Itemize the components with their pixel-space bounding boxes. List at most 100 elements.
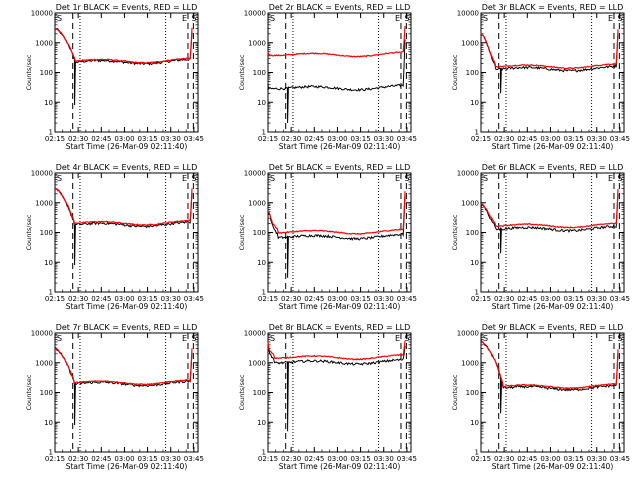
y-tick-label: 1000	[461, 359, 479, 367]
x-tick-label: 03:00	[114, 135, 134, 143]
x-tick-label: 02:45	[517, 135, 537, 143]
lld-series-line	[267, 340, 406, 361]
y-tick-label: 10	[257, 419, 266, 427]
x-axis-label: Start Time (26-Mar-09 02:11:40)	[66, 302, 188, 311]
panel-title: Det 7r BLACK = Events, RED = LLD	[56, 323, 198, 332]
x-tick-label: 03:15	[350, 295, 370, 303]
y-tick-label: 1000	[248, 359, 266, 367]
x-tick-label: 03:30	[161, 295, 181, 303]
x-tick-label: 03:15	[563, 295, 583, 303]
y-tick-label: 10	[44, 419, 53, 427]
y-tick-label: 10	[257, 259, 266, 267]
start-marker-label: S	[617, 174, 622, 183]
y-axis-label: Counts/sec	[238, 54, 246, 90]
y-tick-label: 1000	[461, 39, 479, 47]
plot-frame	[267, 332, 412, 453]
plot-frame	[480, 172, 625, 293]
x-axis-label: Start Time (26-Mar-09 02:11:40)	[279, 142, 401, 151]
panel-title: Det 1r BLACK = Events, RED = LLD	[56, 3, 198, 12]
y-tick-label: 100	[40, 389, 53, 397]
y-tick-label: 100	[253, 69, 266, 77]
y-tick-label: 1	[262, 449, 266, 457]
x-tick-label: 02:30	[494, 295, 514, 303]
x-tick-label: 03:45	[610, 135, 630, 143]
plot-frame	[54, 12, 199, 133]
events-series-line	[480, 193, 619, 254]
x-tick-label: 03:45	[397, 135, 417, 143]
y-axis-label: Counts/sec	[25, 214, 33, 250]
x-tick-label: 02:30	[281, 455, 301, 463]
x-axis-label: Start Time (26-Mar-09 02:11:40)	[279, 462, 401, 471]
start-marker-label: S	[404, 174, 409, 183]
y-tick-label: 1	[475, 289, 479, 297]
panel-title: Det 9r BLACK = Events, RED = LLD	[482, 323, 624, 332]
panel-title: Det 3r BLACK = Events, RED = LLD	[482, 3, 624, 12]
start-marker-label: S	[404, 334, 409, 343]
x-tick-label: 03:00	[540, 135, 560, 143]
start-marker-label: S	[57, 334, 62, 343]
panel-det-6r: Det 6r BLACK = Events, RED = LLD 1 10 100 10…	[451, 163, 630, 311]
events-series-line	[267, 342, 406, 432]
start-marker-label: S	[191, 174, 196, 183]
y-tick-label: 10000	[244, 10, 266, 18]
y-tick-label: 10000	[457, 330, 479, 338]
lld-series-line	[480, 341, 619, 390]
y-tick-label: 100	[466, 69, 479, 77]
x-tick-label: 03:15	[563, 135, 583, 143]
y-tick-label: 1	[475, 449, 479, 457]
plot-frame	[480, 332, 625, 453]
x-tick-label: 03:30	[374, 455, 394, 463]
x-tick-label: 03:30	[587, 455, 607, 463]
x-tick-label: 03:00	[540, 455, 560, 463]
y-tick-label: 1000	[461, 199, 479, 207]
end-marker-label: E	[182, 334, 187, 343]
y-tick-label: 100	[253, 229, 266, 237]
start-marker-label: S	[404, 14, 409, 23]
y-tick-label: 1	[49, 449, 53, 457]
lld-series-line	[54, 27, 193, 64]
events-series-line	[267, 39, 406, 124]
y-tick-label: 10000	[31, 10, 53, 18]
x-tick-label: 02:30	[494, 455, 514, 463]
panel-title: Det 6r BLACK = Events, RED = LLD	[482, 163, 624, 172]
x-tick-label: 03:45	[397, 455, 417, 463]
x-tick-label: 03:15	[350, 135, 370, 143]
x-tick-label: 03:00	[540, 295, 560, 303]
end-marker-label: E	[608, 14, 613, 23]
y-tick-label: 100	[253, 389, 266, 397]
plot-frame	[480, 12, 625, 133]
x-tick-label: 03:15	[563, 455, 583, 463]
y-tick-label: 10000	[244, 170, 266, 178]
plot-frame	[267, 12, 412, 133]
events-series-line	[54, 347, 193, 426]
x-axis-label: Start Time (26-Mar-09 02:11:40)	[492, 142, 614, 151]
x-tick-label: 03:30	[374, 135, 394, 143]
x-tick-label: 03:45	[184, 135, 204, 143]
start-marker-label: S	[483, 14, 488, 23]
y-tick-label: 10	[257, 99, 266, 107]
y-tick-label: 10000	[31, 330, 53, 338]
events-series-line	[480, 32, 619, 94]
lld-series-line	[267, 25, 406, 58]
x-tick-label: 03:15	[350, 455, 370, 463]
panel-det-3r: Det 3r BLACK = Events, RED = LLD 1 10 100 10…	[451, 3, 630, 151]
end-marker-label: E	[182, 174, 187, 183]
x-tick-label: 02:30	[281, 135, 301, 143]
x-tick-label: 03:45	[184, 455, 204, 463]
end-marker-label: E	[395, 174, 400, 183]
x-tick-label: 03:00	[114, 455, 134, 463]
start-marker-label: S	[270, 334, 275, 343]
end-marker-label: E	[182, 14, 187, 23]
y-tick-label: 100	[466, 229, 479, 237]
lld-series-line	[267, 191, 406, 235]
x-tick-label: 03:45	[184, 295, 204, 303]
y-tick-label: 1	[262, 289, 266, 297]
end-marker-label: E	[395, 14, 400, 23]
end-marker-label: E	[395, 334, 400, 343]
x-tick-label: 03:15	[137, 455, 157, 463]
y-tick-label: 10	[470, 259, 479, 267]
x-tick-label: 02:30	[281, 295, 301, 303]
x-tick-label: 02:45	[304, 455, 324, 463]
x-tick-label: 03:30	[587, 295, 607, 303]
y-tick-label: 10000	[457, 10, 479, 18]
